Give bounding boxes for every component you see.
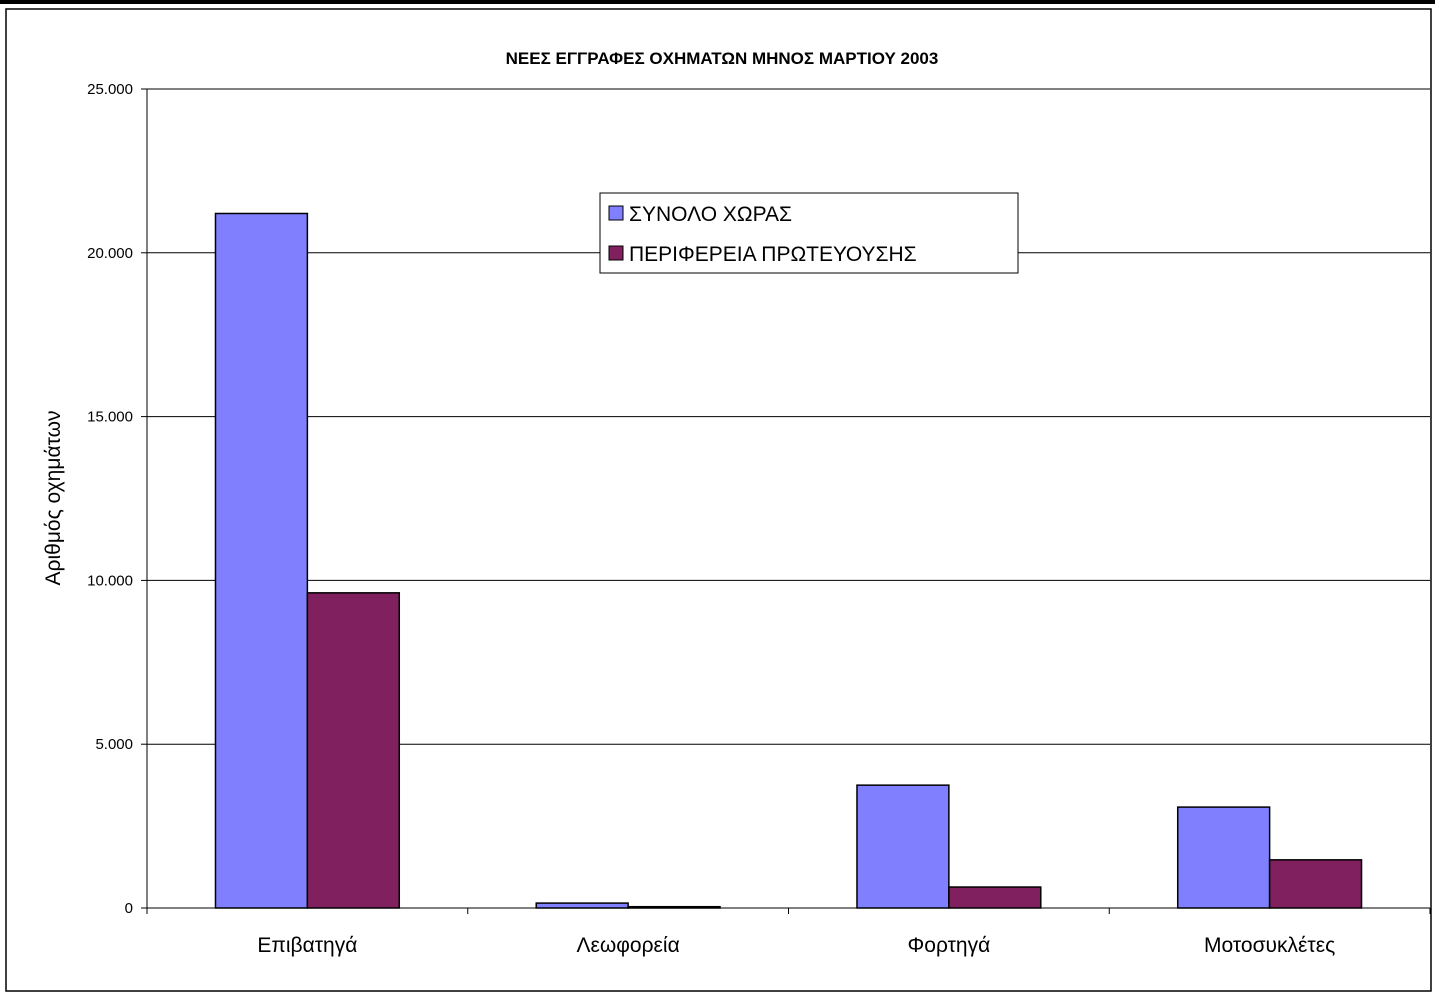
legend: ΣΥΝΟΛΟ ΧΩΡΑΣ ΠΕΡΙΦΕΡΕΙΑ ΠΡΩΤΕΥΟΥΣΗΣ — [600, 193, 1018, 273]
chart-title: ΝΕΕΣ ΕΓΓΡΑΦΕΣ ΟΧΗΜΑΤΩΝ ΜΗΝΟΣ ΜΑΡΤΙΟΥ 200… — [506, 49, 939, 68]
y-tick-label: 5.000 — [95, 736, 133, 753]
bar-synolo — [536, 903, 628, 908]
legend-label-perifereia: ΠΕΡΙΦΕΡΕΙΑ ΠΡΩΤΕΥΟΥΣΗΣ — [629, 243, 917, 266]
x-tick-label: Φορτηγά — [908, 934, 991, 957]
bar-perifereia — [949, 887, 1041, 908]
y-tick-label: 0 — [125, 900, 133, 917]
y-tick-label: 15.000 — [87, 409, 133, 426]
bar-synolo — [1178, 807, 1270, 908]
y-tick-label: 10.000 — [87, 572, 133, 589]
bar-perifereia — [307, 593, 399, 908]
y-axis-label: Αριθμός οχημάτων — [42, 411, 65, 586]
y-tick-label: 20.000 — [87, 245, 133, 262]
legend-label-synolo: ΣΥΝΟΛΟ ΧΩΡΑΣ — [629, 203, 792, 226]
legend-swatch-synolo — [609, 206, 623, 220]
bar-perifereia — [1270, 860, 1362, 908]
legend-swatch-perifereia — [609, 246, 623, 260]
x-tick-label: Λεωφορεία — [577, 934, 680, 957]
top-bar — [0, 0, 1435, 4]
bar-synolo — [215, 213, 307, 908]
x-tick-label: Επιβατηγά — [257, 934, 357, 957]
x-tick-label: Μοτοσυκλέτες — [1204, 934, 1335, 957]
y-tick-label: 25.000 — [87, 81, 133, 98]
bar-synolo — [857, 785, 949, 908]
bar-perifereia — [628, 907, 720, 908]
